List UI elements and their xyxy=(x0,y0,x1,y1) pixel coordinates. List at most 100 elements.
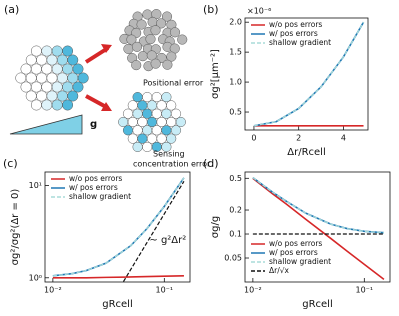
cell xyxy=(123,43,134,54)
cell xyxy=(62,81,74,93)
series-line xyxy=(252,176,384,234)
cell xyxy=(137,51,148,62)
cell xyxy=(77,72,89,84)
panel-label: (d) xyxy=(203,157,219,170)
plot-frame xyxy=(244,171,391,283)
cell xyxy=(36,54,48,66)
cell xyxy=(46,54,58,66)
cell xyxy=(146,100,158,111)
cell xyxy=(162,59,173,70)
cell xyxy=(62,45,74,57)
cell xyxy=(72,81,84,93)
cell xyxy=(122,125,134,136)
diagram-label: Sensing xyxy=(153,150,185,159)
x-tick-label: 10⁻² xyxy=(44,286,62,295)
y-tick-label: 10⁰ xyxy=(29,273,42,282)
series-line xyxy=(253,21,365,127)
cell xyxy=(25,90,37,102)
cell xyxy=(146,133,158,144)
legend-label: w/ pos errors xyxy=(69,183,118,192)
cell xyxy=(161,92,172,103)
arrow xyxy=(84,46,110,64)
cell xyxy=(132,141,143,152)
diagram-label: Positional error xyxy=(143,79,204,88)
cell xyxy=(41,81,53,93)
legend-label: w/o pos errors xyxy=(269,20,322,29)
cell xyxy=(25,72,37,84)
legend-label: w/ pos errors xyxy=(269,29,318,38)
cell xyxy=(30,99,42,111)
cell xyxy=(36,90,48,102)
x-tick-label: 10⁻² xyxy=(244,286,262,295)
y-axis-label: σg²[μm⁻²] xyxy=(210,49,221,99)
cell xyxy=(166,51,177,62)
cell xyxy=(62,63,74,75)
y-tick-label: 2.0 xyxy=(229,18,242,27)
cell xyxy=(156,100,167,111)
cell xyxy=(46,90,58,102)
legend-label: w/ pos errors xyxy=(269,248,318,257)
cell xyxy=(142,125,153,136)
cell xyxy=(151,92,162,103)
cell xyxy=(161,11,173,22)
cell xyxy=(67,90,79,102)
cell xyxy=(20,63,32,75)
series-line xyxy=(252,177,384,234)
cell xyxy=(56,54,68,66)
cell xyxy=(56,90,68,102)
cell xyxy=(62,99,74,111)
cell xyxy=(166,100,177,111)
y-tick-label: 1.5 xyxy=(229,48,242,57)
y-tick-label: 0.5 xyxy=(229,108,242,117)
y-tick-label: 0.1 xyxy=(229,230,242,239)
x-axis-label: gRcell xyxy=(102,299,133,310)
annotation: ~ g²Δr² xyxy=(149,235,186,246)
cell xyxy=(118,116,129,128)
cell xyxy=(161,108,172,119)
cell xyxy=(137,100,148,111)
x-axis-label: Δr/Rcell xyxy=(287,147,325,158)
cell xyxy=(169,27,181,38)
legend-label: w/o pos errors xyxy=(269,239,322,248)
cell xyxy=(145,34,156,45)
y-tick-label: 0.05 xyxy=(224,254,242,263)
diagram-label: concentration error xyxy=(133,160,211,169)
x-tick-label: 10⁻¹ xyxy=(156,286,174,295)
cell xyxy=(175,116,186,128)
legend-label: shallow gradient xyxy=(69,192,131,201)
cell xyxy=(25,54,37,66)
y-tick-label: 0.5 xyxy=(229,174,242,183)
cell xyxy=(46,72,58,84)
cell xyxy=(170,125,182,136)
plot-frame xyxy=(244,17,369,131)
legend-label: Δr/√x xyxy=(269,266,290,275)
gradient-wedge xyxy=(9,114,83,135)
cell xyxy=(41,63,53,75)
y-offset-label: ×10⁻⁶ xyxy=(247,7,271,16)
cell xyxy=(151,108,162,119)
cell xyxy=(142,108,153,119)
y-axis-label: σg/g xyxy=(210,216,221,238)
x-tick-label: 0 xyxy=(251,134,256,143)
cell xyxy=(131,41,143,52)
legend-label: w/o pos errors xyxy=(69,174,122,183)
cell xyxy=(72,63,84,75)
cell xyxy=(51,99,63,111)
y-tick-label: 0.2 xyxy=(229,206,242,215)
cell xyxy=(132,108,143,119)
cell xyxy=(51,81,63,93)
gradient-label: g xyxy=(90,119,97,130)
legend-label: shallow gradient xyxy=(269,38,331,47)
cell xyxy=(132,125,143,136)
cell xyxy=(142,92,153,103)
cell xyxy=(20,81,32,93)
cell xyxy=(156,133,167,144)
legend-label: shallow gradient xyxy=(269,257,331,266)
plot-frame xyxy=(44,171,191,283)
x-tick-label: 10⁻¹ xyxy=(356,286,374,295)
cell xyxy=(161,141,172,152)
arrow-head xyxy=(101,44,112,53)
cell xyxy=(137,133,148,144)
